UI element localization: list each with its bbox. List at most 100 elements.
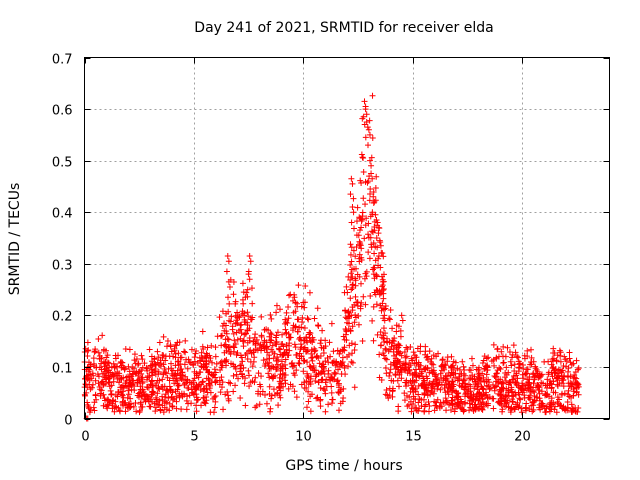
data-point (433, 353, 440, 360)
data-point (193, 408, 200, 415)
data-point (125, 363, 132, 370)
data-point (118, 391, 125, 398)
data-point (575, 365, 582, 372)
data-point (534, 368, 541, 375)
data-point (352, 277, 359, 284)
data-point (82, 375, 89, 382)
data-point (290, 325, 297, 332)
data-point (470, 407, 477, 414)
data-point (167, 342, 174, 349)
data-point (389, 385, 396, 392)
data-point (239, 358, 246, 365)
data-point (366, 117, 373, 124)
data-point (437, 386, 444, 393)
data-point (368, 162, 375, 169)
data-point (482, 389, 489, 396)
data-point (367, 234, 374, 241)
data-point (226, 317, 233, 324)
data-point (564, 391, 571, 398)
data-point (380, 332, 387, 339)
data-point (230, 330, 237, 337)
data-point (544, 376, 551, 383)
data-point (387, 346, 394, 353)
data-point (378, 342, 385, 349)
data-point (250, 358, 257, 365)
data-point (362, 134, 369, 141)
data-point (397, 333, 404, 340)
data-point (132, 400, 139, 407)
data-point (562, 356, 569, 363)
data-point (304, 359, 311, 366)
data-point (303, 378, 310, 385)
data-point (317, 385, 324, 392)
data-point (351, 319, 358, 326)
data-point (307, 330, 314, 337)
data-point (362, 201, 369, 208)
data-point (301, 325, 308, 332)
data-point (402, 366, 409, 373)
data-point (370, 193, 377, 200)
data-point (312, 377, 319, 384)
data-point (364, 179, 371, 186)
data-point (294, 316, 301, 323)
data-point (371, 275, 378, 282)
data-point (306, 363, 313, 370)
data-point (300, 368, 307, 375)
data-point (126, 373, 133, 380)
data-point (240, 337, 247, 344)
data-point (291, 388, 298, 395)
data-point (91, 348, 98, 355)
data-point (561, 353, 568, 360)
data-point (156, 385, 163, 392)
data-point (188, 346, 195, 353)
data-point (442, 395, 449, 402)
data-point (510, 399, 517, 406)
data-point (362, 106, 369, 113)
data-point (412, 386, 419, 393)
data-point (331, 369, 338, 376)
data-point (249, 300, 256, 307)
data-point (184, 384, 191, 391)
data-point (100, 346, 107, 353)
data-point (245, 271, 252, 278)
data-point (144, 367, 151, 374)
data-point (336, 407, 343, 414)
x-tick-label: 15 (405, 430, 422, 445)
data-point (371, 250, 378, 257)
data-point (317, 403, 324, 410)
data-point (123, 402, 130, 409)
data-point (282, 356, 289, 363)
data-point (403, 344, 410, 351)
data-point (477, 377, 484, 384)
data-point (344, 319, 351, 326)
data-point (480, 357, 487, 364)
y-tick-label: 0 (64, 414, 72, 429)
data-point (291, 294, 298, 301)
data-point (314, 394, 321, 401)
data-point (244, 356, 251, 363)
data-point (375, 224, 382, 231)
data-point (87, 363, 94, 370)
data-point (566, 355, 573, 362)
data-point (216, 314, 223, 321)
data-point (95, 349, 102, 356)
data-point (219, 332, 226, 339)
data-point (309, 354, 316, 361)
data-point (274, 390, 281, 397)
data-point (276, 306, 283, 313)
data-point (204, 389, 211, 396)
data-point (233, 371, 240, 378)
data-point (350, 225, 357, 232)
data-point (292, 299, 299, 306)
data-point (256, 381, 263, 388)
data-point (119, 388, 126, 395)
data-point (554, 375, 561, 382)
data-point (466, 366, 473, 373)
data-point (163, 399, 170, 406)
data-point (386, 339, 393, 346)
data-point (283, 342, 290, 349)
data-point (367, 293, 374, 300)
data-point (439, 356, 446, 363)
data-point (471, 405, 478, 412)
data-point (524, 376, 531, 383)
